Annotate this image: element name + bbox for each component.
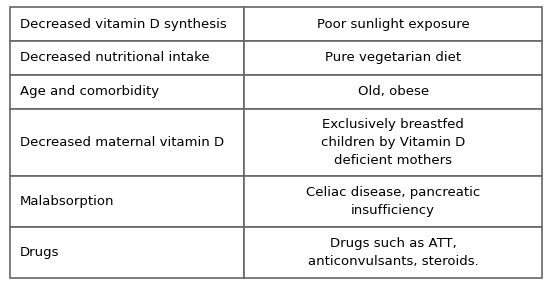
Bar	[10, 7, 244, 41]
Text: Drugs: Drugs	[20, 246, 60, 259]
Bar	[244, 176, 542, 227]
Bar	[10, 227, 244, 278]
Bar	[10, 75, 244, 109]
Bar	[10, 109, 244, 176]
Bar	[10, 41, 244, 75]
Text: Pure vegetarian diet: Pure vegetarian diet	[325, 51, 461, 64]
Bar	[244, 109, 542, 176]
Bar	[244, 227, 542, 278]
Bar	[244, 7, 542, 41]
Bar	[244, 75, 542, 109]
Text: Malabsorption: Malabsorption	[20, 195, 114, 208]
Text: Decreased vitamin D synthesis: Decreased vitamin D synthesis	[20, 18, 227, 30]
Bar	[244, 41, 542, 75]
Bar	[10, 176, 244, 227]
Text: Exclusively breastfed
children by Vitamin D
deficient mothers: Exclusively breastfed children by Vitami…	[321, 118, 465, 167]
Text: Drugs such as ATT,
anticonvulsants, steroids.: Drugs such as ATT, anticonvulsants, ster…	[307, 237, 479, 268]
Text: Old, obese: Old, obese	[358, 85, 429, 98]
Text: Poor sunlight exposure: Poor sunlight exposure	[317, 18, 469, 30]
Text: Decreased maternal vitamin D: Decreased maternal vitamin D	[20, 136, 224, 149]
Text: Celiac disease, pancreatic
insufficiency: Celiac disease, pancreatic insufficiency	[306, 186, 480, 217]
Text: Age and comorbidity: Age and comorbidity	[20, 85, 159, 98]
Text: Decreased nutritional intake: Decreased nutritional intake	[20, 51, 210, 64]
